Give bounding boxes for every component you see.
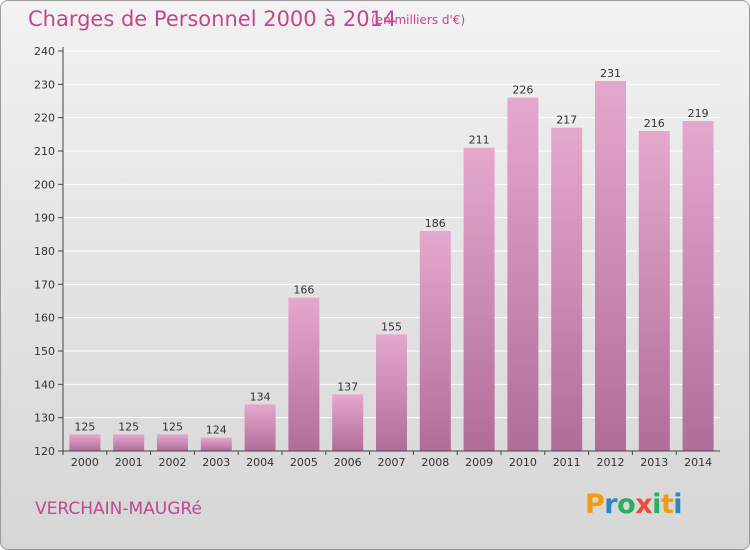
- data-label-2011: 217: [556, 114, 577, 127]
- y-tick-label: 130: [34, 412, 55, 425]
- bar-2010: [507, 97, 539, 452]
- y-tick-label: 150: [34, 345, 55, 358]
- y-tick-label: 230: [34, 78, 55, 91]
- x-tick-label-2013: 2013: [640, 456, 668, 469]
- data-label-2002: 125: [162, 420, 183, 433]
- logo-letter: t: [660, 489, 674, 520]
- bar-2000: [69, 434, 101, 451]
- data-label-2010: 226: [512, 84, 533, 97]
- y-tick-label: 240: [34, 45, 55, 58]
- logo-letter: r: [604, 489, 618, 520]
- data-label-2001: 125: [118, 420, 139, 433]
- data-label-2013: 216: [644, 117, 665, 130]
- y-tick-label: 190: [34, 212, 55, 225]
- data-label-2007: 155: [381, 320, 402, 333]
- x-tick-label-2009: 2009: [465, 456, 493, 469]
- x-tick-label-2002: 2002: [159, 456, 187, 469]
- x-tick-label-2008: 2008: [421, 456, 449, 469]
- bar-2012: [595, 81, 626, 451]
- x-tick-label-2006: 2006: [334, 456, 362, 469]
- y-tick-label: 160: [34, 312, 55, 325]
- logo-letter: x: [635, 489, 653, 520]
- data-label-2006: 137: [337, 380, 358, 393]
- bar-2008: [419, 231, 451, 451]
- data-label-2003: 124: [206, 424, 227, 437]
- data-label-2012: 231: [600, 67, 621, 80]
- town-name: VERCHAIN-MAUGRé: [35, 499, 202, 519]
- bar-2003: [200, 437, 232, 451]
- x-tick-label-2000: 2000: [71, 456, 99, 469]
- x-tick-label-2007: 2007: [378, 456, 406, 469]
- bar-2014: [682, 121, 714, 451]
- data-label-2008: 186: [425, 217, 446, 230]
- bar-2009: [463, 147, 495, 451]
- chart-subtitle: (en milliers d'€): [371, 13, 466, 27]
- x-tick-label-2010: 2010: [509, 456, 537, 469]
- x-tick-label-2004: 2004: [246, 456, 274, 469]
- bar-2006: [332, 394, 364, 451]
- chart-title: Charges de Personnel 2000 à 2014: [28, 7, 397, 31]
- bar-2005: [288, 297, 320, 451]
- x-tick-label-2005: 2005: [290, 456, 318, 469]
- data-label-2005: 166: [293, 284, 314, 297]
- x-tick-label-2014: 2014: [684, 456, 712, 469]
- data-label-2009: 211: [469, 134, 490, 147]
- y-tick-label: 140: [34, 378, 55, 391]
- data-label-2000: 125: [74, 420, 95, 433]
- data-label-2014: 219: [688, 107, 709, 120]
- x-tick-label-2001: 2001: [115, 456, 143, 469]
- logo-letter: o: [617, 489, 636, 520]
- data-label-2004: 134: [250, 390, 271, 403]
- x-tick-label-2011: 2011: [553, 456, 581, 469]
- bar-2007: [376, 334, 407, 451]
- y-tick-label: 170: [34, 278, 55, 291]
- y-tick-label: 120: [34, 445, 55, 458]
- x-tick-label-2003: 2003: [202, 456, 230, 469]
- bar-2011: [551, 127, 583, 452]
- y-tick-label: 220: [34, 112, 55, 125]
- bar-2002: [157, 434, 188, 451]
- logo-letter: P: [585, 489, 605, 520]
- logo-letter: i: [652, 489, 661, 520]
- bar-2013: [638, 131, 670, 451]
- y-tick-label: 200: [34, 178, 55, 191]
- proxiti-logo: Proxiti: [585, 489, 683, 520]
- x-tick-label-2012: 2012: [597, 456, 625, 469]
- bar-2004: [244, 404, 276, 451]
- logo-letter: i: [673, 489, 683, 520]
- y-tick-label: 180: [34, 245, 55, 258]
- y-tick-label: 210: [34, 145, 55, 158]
- bar-2001: [113, 434, 145, 451]
